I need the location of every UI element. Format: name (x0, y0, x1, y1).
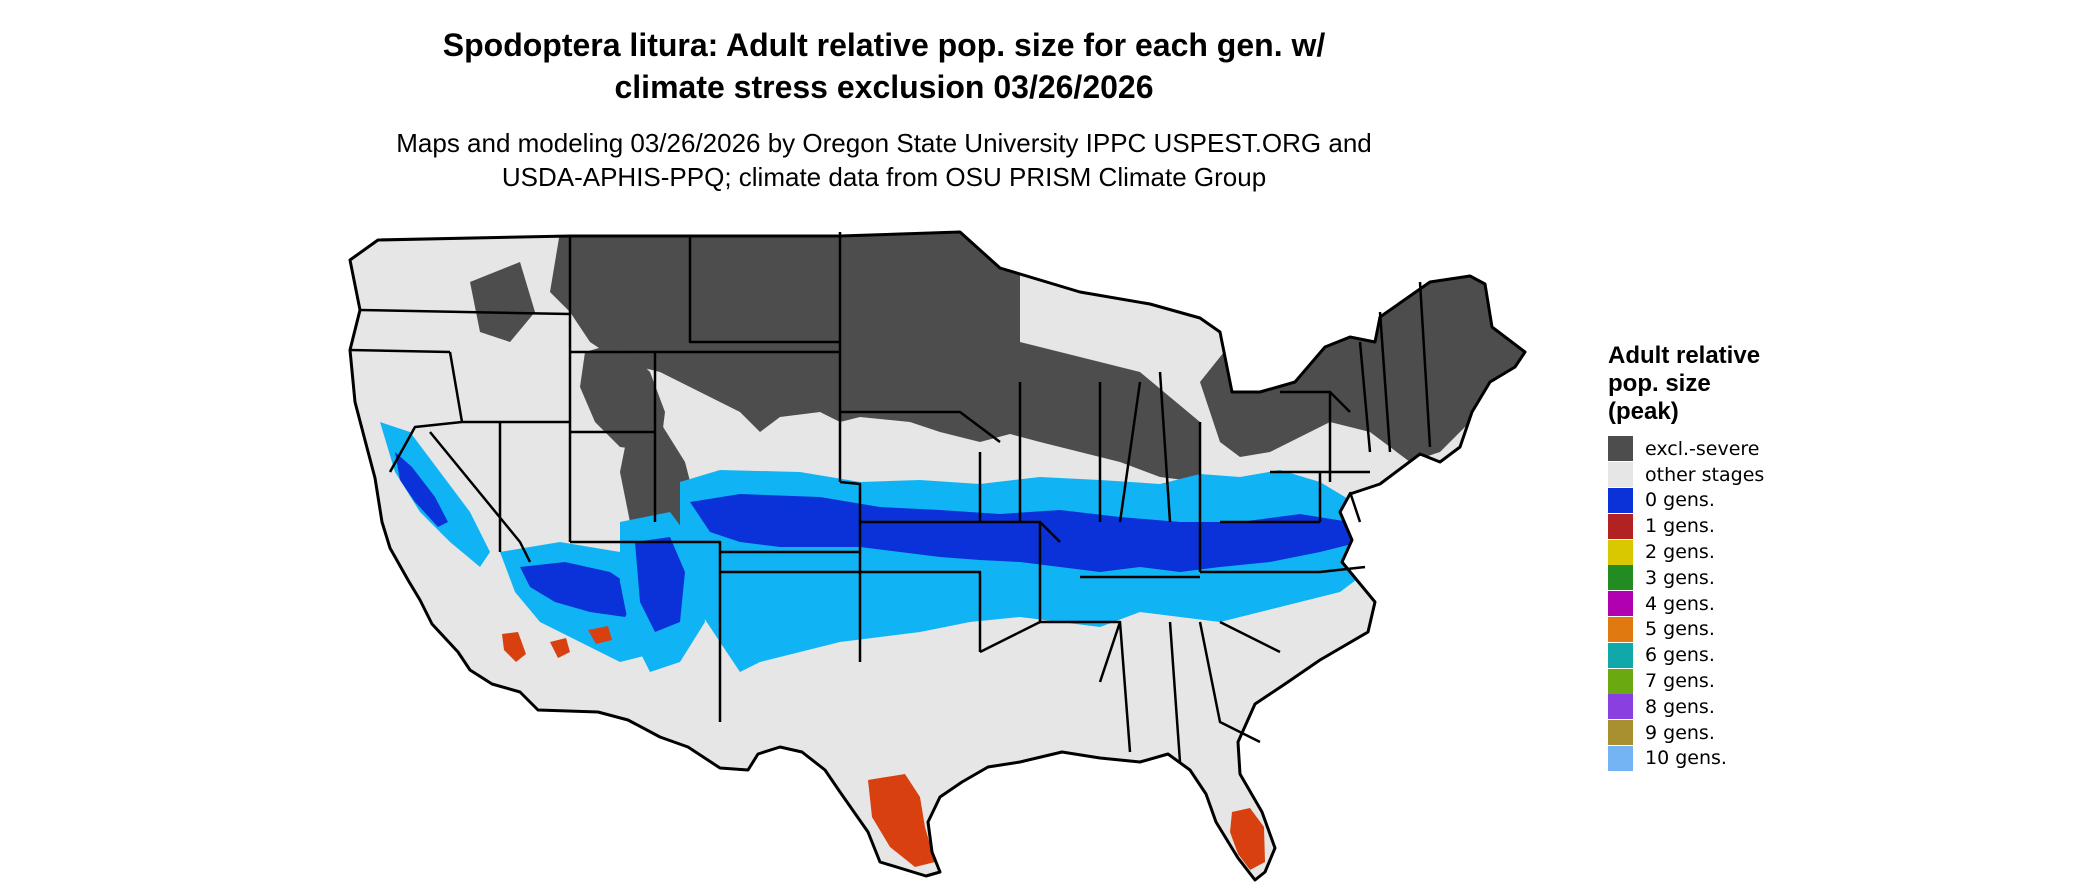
legend-item: 3 gens. (1608, 565, 1848, 591)
one-gens-south-florida (1230, 808, 1265, 870)
legend-label: 0 gens. (1645, 489, 1715, 512)
legend-label: 10 gens. (1645, 747, 1727, 770)
legend-swatch (1608, 642, 1633, 668)
one-gens-arizona-2 (550, 638, 570, 658)
legend-item: excl.-severe (1608, 436, 1848, 462)
legend-label: other stages (1645, 463, 1765, 486)
legend-label: 3 gens. (1645, 566, 1715, 589)
zero-gens-dark-band (690, 494, 1360, 572)
legend-swatch (1608, 591, 1633, 617)
legend-item: 2 gens. (1608, 539, 1848, 565)
legend-swatch (1608, 462, 1633, 488)
legend-item: other stages (1608, 462, 1848, 488)
legend: Adult relative pop. size (peak) excl.-se… (1608, 342, 1848, 771)
legend-label: 2 gens. (1645, 541, 1715, 564)
map-subtitle: Maps and modeling 03/26/2026 by Oregon S… (0, 126, 1768, 194)
legend-item: 10 gens. (1608, 745, 1848, 772)
legend-label: 7 gens. (1645, 670, 1715, 693)
legend-item: 9 gens. (1608, 720, 1848, 746)
legend-label: 1 gens. (1645, 515, 1715, 538)
west-blue-newmexico-dark (635, 537, 685, 632)
map-fill-layers (380, 232, 1525, 870)
legend-swatch (1608, 694, 1633, 720)
one-gens-arizona-3 (588, 626, 612, 644)
legend-title-line-3: (peak) (1608, 398, 1679, 425)
border-lines (349, 232, 1432, 763)
legend-swatch (1608, 513, 1633, 539)
one-gens-arizona-1 (502, 632, 526, 662)
legend-label: 6 gens. (1645, 644, 1715, 667)
legend-item: 6 gens. (1608, 642, 1848, 668)
excluded-region-northeast (1200, 262, 1525, 462)
west-blue-nevada (395, 452, 448, 527)
legend-label: 4 gens. (1645, 592, 1715, 615)
legend-items: excl.-severe other stages 0 gens. 1 gens. 2 … (1608, 436, 1848, 771)
legend-swatch (1608, 565, 1633, 591)
state-borders (348, 230, 1527, 882)
legend-swatch (1608, 616, 1633, 642)
legend-swatch (1608, 720, 1633, 746)
legend-item: 0 gens. (1608, 487, 1848, 514)
title-block: Spodoptera litura: Adult relative pop. s… (0, 24, 1768, 194)
legend-title: Adult relative pop. size (peak) (1608, 342, 1848, 426)
legend-swatch (1608, 745, 1633, 771)
legend-label: 8 gens. (1645, 695, 1715, 718)
west-blue-arizona-dark (520, 562, 640, 617)
legend-swatch (1608, 668, 1633, 694)
legend-item: 1 gens. (1608, 513, 1848, 539)
legend-item: 4 gens. (1608, 591, 1848, 617)
us-map (320, 222, 1590, 892)
subtitle-line-1: Maps and modeling 03/26/2026 by Oregon S… (396, 128, 1372, 158)
one-gens-south-texas (868, 774, 935, 867)
subtitle-line-2: USDA-APHIS-PPQ; climate data from OSU PR… (501, 162, 1267, 192)
us-map-svg (348, 230, 1527, 882)
legend-item: 7 gens. (1608, 668, 1848, 694)
map-title-line-2: climate stress exclusion 03/26/2026 (614, 69, 1154, 105)
legend-label: 9 gens. (1645, 721, 1715, 744)
west-blue-sierra (380, 422, 490, 567)
legend-label: 5 gens. (1645, 618, 1715, 641)
legend-item: 5 gens. (1608, 616, 1848, 643)
map-title-line-1: Spodoptera litura: Adult relative pop. s… (442, 27, 1326, 63)
legend-swatch (1608, 487, 1633, 513)
legend-label: excl.-severe (1645, 437, 1760, 460)
legend-title-line-2: pop. size (1608, 370, 1711, 397)
legend-swatch (1608, 539, 1633, 565)
excluded-region-north (550, 232, 1200, 482)
legend-item: 8 gens. (1608, 694, 1848, 720)
excluded-region-idaho (470, 262, 535, 342)
legend-title-line-1: Adult relative (1608, 342, 1761, 369)
legend-swatch (1608, 436, 1633, 462)
